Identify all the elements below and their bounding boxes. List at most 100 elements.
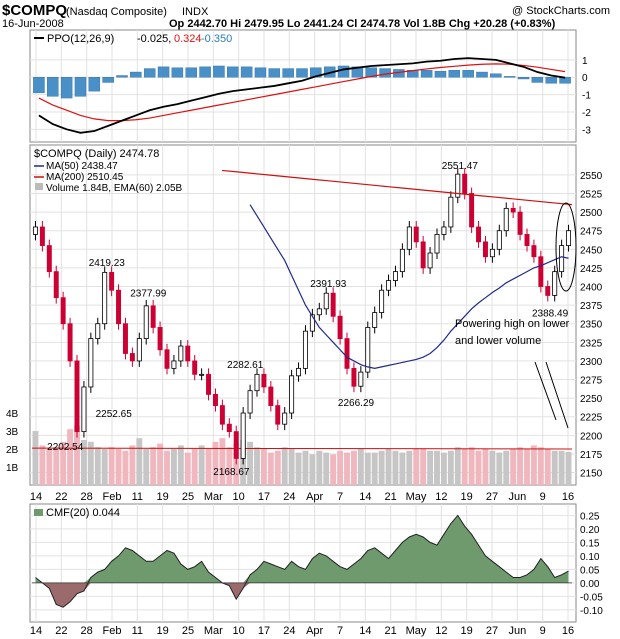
volume-bar [357, 449, 364, 485]
date-tick-label: 14 [30, 625, 42, 637]
date-tick-label: Mar [204, 625, 223, 637]
price-plot: 2551.47 2419.23 2377.99 2391.93 2282.61 2252.… [32, 161, 573, 478]
volume-bar [101, 449, 108, 485]
volume-tick-label: 1B [6, 463, 19, 474]
volume-legend-swatch [35, 183, 43, 190]
annotation-arrow-1 [534, 361, 557, 421]
ppo-histogram-bar [102, 77, 114, 83]
candle-body [136, 338, 142, 362]
ma200-line [221, 169, 573, 206]
date-tick-label: 11 [132, 491, 143, 503]
candle-body [524, 234, 530, 246]
ppo-histogram-bar [268, 68, 281, 78]
volume-bar [32, 431, 39, 485]
date-tick-label: 24 [283, 625, 295, 637]
date-tick-label: 11 [132, 625, 143, 637]
date-tick-label: Feb [103, 625, 122, 637]
volume-bar [198, 445, 205, 485]
candle-body [192, 360, 198, 375]
ppo-tick-label: 0 [582, 73, 588, 84]
volume-bar [537, 447, 544, 485]
ppo-histogram-bar [213, 65, 225, 78]
cmf-legend-label: CMF(20) 0.044 [46, 507, 120, 519]
date-tick-label: 25 [182, 491, 194, 503]
cmf-tick-label: -0.05 [580, 592, 603, 603]
candle-body [399, 248, 405, 273]
candle-body [559, 245, 565, 273]
cmf-tick-label: 0.25 [580, 511, 600, 522]
date-tick-label: Mar [204, 491, 223, 503]
volume-bar [247, 441, 254, 485]
date-tick-label: 12 [435, 491, 447, 503]
candle-body [566, 230, 572, 246]
date-tick-label: Apr [306, 625, 323, 637]
date-tick-label: 28 [81, 625, 93, 637]
candle-body [143, 305, 149, 340]
ppo-histogram-bar [448, 70, 461, 78]
date-tick-label: 9 [540, 625, 546, 637]
candle-body [116, 289, 122, 325]
price-label: 2266.29 [338, 398, 375, 409]
price-tick-label: 2200 [580, 431, 603, 442]
volume-bar [281, 447, 288, 485]
date-tick-label: 19 [461, 491, 473, 503]
candle-body [496, 230, 502, 250]
volume-bar [226, 447, 233, 485]
candle-body [406, 226, 412, 250]
date-tick-label: 21 [385, 491, 397, 503]
ppo-histogram-bar [420, 70, 433, 78]
ppo-histogram-bar [531, 77, 544, 83]
volume-bar [496, 452, 503, 485]
ppo-histogram-bar [60, 77, 73, 99]
volume-bar [468, 447, 475, 485]
volume-bar [288, 449, 295, 485]
candle-body [351, 367, 357, 387]
date-tick-label: 28 [81, 491, 93, 503]
ppo-legend-value: -0.025, [137, 33, 171, 45]
candle-body [109, 271, 115, 291]
candle-body [247, 390, 253, 414]
volume-bar [350, 450, 357, 485]
candle-body [185, 345, 191, 362]
cmf-positive-area [35, 515, 569, 583]
price-tick-label: 2375 [580, 301, 603, 312]
volume-bar [544, 449, 551, 485]
candle-body [150, 305, 156, 328]
volume-bar [524, 449, 530, 485]
cmf-line [35, 514, 569, 608]
candle-body [434, 234, 440, 254]
candle-body [157, 327, 163, 351]
candle-body [517, 211, 523, 235]
price-label: 2202.54 [47, 442, 84, 453]
candle-body [545, 286, 551, 296]
volume-bar [489, 450, 496, 485]
volume-bar [323, 452, 330, 485]
candle-body [420, 241, 426, 269]
volume-bar [330, 454, 337, 485]
volume-bar [565, 451, 572, 485]
ppo-histogram-bar [143, 68, 156, 78]
symbol-title: $COMPQ [2, 2, 67, 19]
axis-labels: 2550252525002475245024252400237523502325… [6, 56, 603, 637]
date-tick-label: Feb [103, 491, 122, 503]
volume-bar [267, 452, 274, 485]
volume-bar [316, 450, 323, 485]
volume-bar [274, 450, 281, 485]
volume-bar [434, 450, 440, 485]
date-tick-label: Jun [508, 625, 526, 637]
ppo-histogram-bar [559, 77, 571, 84]
ppo-histogram-bar [171, 67, 184, 78]
date-tick-label: 14 [359, 491, 371, 503]
volume-bar [517, 447, 524, 485]
ppo-histogram-bar [157, 66, 170, 78]
volume-bar [122, 450, 129, 485]
price-tick-label: 2450 [580, 245, 603, 256]
volume-bar [454, 447, 461, 485]
candle-body [282, 412, 288, 425]
ppo-histogram-bar [434, 70, 447, 78]
volume-bar [503, 450, 510, 485]
candle-body [129, 353, 135, 362]
candle-body [441, 226, 447, 235]
candle-body [122, 323, 128, 354]
